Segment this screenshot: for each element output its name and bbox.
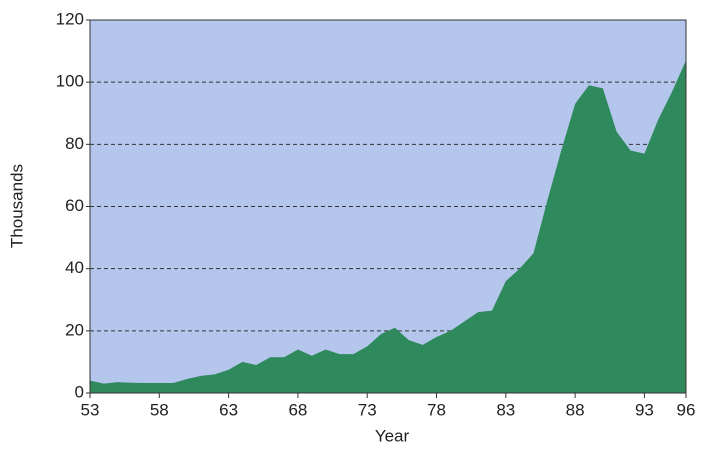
x-tick-label: 93 bbox=[635, 400, 654, 419]
y-tick-label: 20 bbox=[65, 320, 84, 339]
y-tick-label: 40 bbox=[65, 258, 84, 277]
x-axis-label: Year bbox=[375, 426, 410, 445]
y-tick-label: 80 bbox=[65, 134, 84, 153]
y-tick-label: 100 bbox=[56, 72, 84, 91]
x-tick-label: 63 bbox=[219, 400, 238, 419]
x-tick-label: 96 bbox=[677, 400, 696, 419]
x-tick-label: 68 bbox=[288, 400, 307, 419]
x-tick-label: 73 bbox=[358, 400, 377, 419]
x-tick-label: 53 bbox=[81, 400, 100, 419]
x-tick-label: 88 bbox=[566, 400, 585, 419]
y-tick-label: 60 bbox=[65, 196, 84, 215]
x-tick-label: 83 bbox=[496, 400, 515, 419]
chart: Year Thousands 0 20 40 60 80 100 120 53 58 63 68 73… bbox=[0, 0, 703, 449]
y-tick-label: 0 bbox=[75, 382, 84, 401]
x-tick-label: 78 bbox=[427, 400, 446, 419]
x-tick-label: 58 bbox=[150, 400, 169, 419]
y-axis-label: Thousands bbox=[7, 164, 26, 248]
y-tick-label: 120 bbox=[56, 9, 84, 28]
